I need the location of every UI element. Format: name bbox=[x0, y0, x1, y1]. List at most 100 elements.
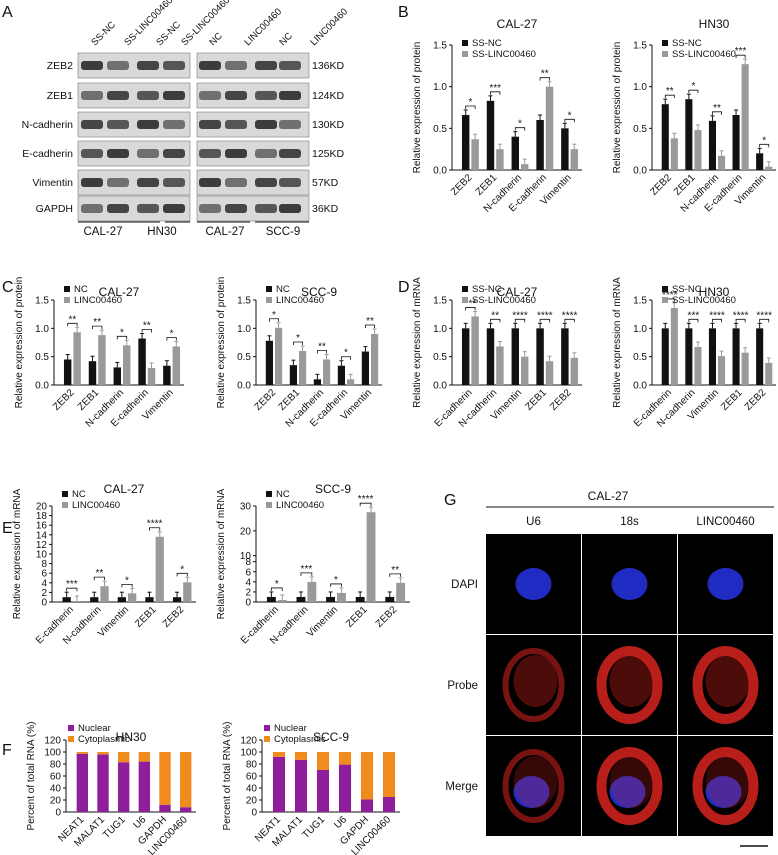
probe-signal bbox=[705, 756, 750, 808]
significance-label: *** bbox=[465, 298, 477, 309]
bar-series-2 bbox=[718, 356, 726, 385]
y-tick-label: 40 bbox=[50, 784, 62, 795]
significance-label: * bbox=[518, 119, 522, 130]
significance-bracket bbox=[735, 54, 746, 59]
bar-cytoplasmic bbox=[360, 752, 374, 800]
chart-C1: 0.0 0.5 1.0 1.5 Relative expression of prote… bbox=[14, 277, 184, 430]
chart-D2: 0.0 0.5 1.0 1.5 Relative expression of mRNA H… bbox=[612, 277, 776, 430]
bar-series-1 bbox=[756, 328, 764, 385]
panel-letter-C: C bbox=[2, 279, 14, 296]
significance-label: * bbox=[170, 328, 174, 339]
x-tick-label: ZEB2 bbox=[648, 172, 674, 198]
significance-bracket bbox=[330, 583, 342, 587]
significance-label: * bbox=[275, 579, 279, 590]
x-tick-label: ZEB2 bbox=[374, 604, 400, 630]
significance-bracket bbox=[465, 105, 476, 109]
bar-series-1 bbox=[172, 597, 182, 602]
bar-nuclear bbox=[117, 762, 130, 812]
chart-title: HN30 bbox=[699, 17, 730, 31]
y-tick-label: 1.5 bbox=[35, 296, 49, 307]
probe-signal bbox=[502, 749, 565, 823]
bar-cytoplasmic bbox=[294, 752, 308, 760]
x-tick-label: TUG1 bbox=[101, 814, 128, 841]
bar-series-1 bbox=[561, 328, 569, 385]
bar-nuclear bbox=[138, 761, 151, 812]
significance-label: *** bbox=[735, 46, 747, 57]
chart-title: HN30 bbox=[699, 285, 730, 299]
significance-label: **** bbox=[512, 310, 528, 321]
bar-series-2 bbox=[521, 164, 529, 170]
significance-label: * bbox=[272, 310, 276, 321]
bar-series-1 bbox=[117, 597, 126, 602]
y-tick-label: 20 bbox=[240, 526, 252, 537]
bar-cytoplasmic bbox=[76, 752, 89, 754]
legend-swatch bbox=[264, 736, 270, 742]
bar-series-1 bbox=[355, 596, 365, 602]
legend-label: SS-NC bbox=[672, 284, 702, 295]
significance-label: ** bbox=[391, 565, 399, 576]
bar-series-2 bbox=[670, 138, 678, 170]
x-tick-label: Vimentin bbox=[305, 604, 340, 639]
significance-bracket bbox=[759, 143, 770, 148]
bar-series-2 bbox=[694, 130, 702, 170]
significance-bracket bbox=[759, 318, 770, 323]
bar-nuclear bbox=[97, 754, 109, 812]
y-tick-label: 10 bbox=[240, 551, 252, 562]
legend-label: SS-NC bbox=[472, 38, 502, 49]
legend-swatch bbox=[266, 491, 272, 497]
y-tick-label: 120 bbox=[240, 736, 257, 747]
probe-signal bbox=[692, 646, 759, 724]
bar-nuclear bbox=[338, 764, 352, 812]
bar-series-1 bbox=[685, 99, 693, 170]
significance-label: ** bbox=[666, 86, 674, 97]
bar-series-1 bbox=[296, 596, 306, 602]
bar-nuclear bbox=[382, 797, 396, 812]
protein-band bbox=[81, 120, 103, 129]
protein-band bbox=[163, 91, 185, 100]
bar-series-1 bbox=[732, 115, 740, 170]
legend-label: LINC00460 bbox=[276, 500, 324, 511]
row-label: DAPI bbox=[451, 579, 478, 591]
bar-series-1 bbox=[163, 365, 171, 385]
protein-band bbox=[163, 204, 185, 213]
legend-swatch bbox=[64, 297, 70, 303]
significance-bracket bbox=[149, 527, 161, 531]
protein-label: N-cadherin bbox=[22, 119, 74, 131]
bar-series-2 bbox=[545, 361, 554, 385]
legend-label: SS-LINC00460 bbox=[672, 49, 736, 60]
chart-D1: 0.0 0.5 1.0 1.5 Relative expression of mRNA C… bbox=[412, 277, 582, 430]
y-axis-label: Relative expression of protein bbox=[412, 42, 423, 174]
y-tick-label: 20 bbox=[50, 796, 62, 807]
protein-band bbox=[225, 91, 247, 100]
chart-C2: 0.0 0.5 1.0 1.5 Relative expression of prote… bbox=[216, 277, 382, 430]
protein-band bbox=[225, 120, 247, 129]
y-tick-label: 8 bbox=[245, 557, 251, 568]
x-tick-label: ZEB2 bbox=[449, 172, 475, 198]
chart-title: SCC-9 bbox=[313, 730, 349, 744]
bar-series-2 bbox=[496, 149, 504, 170]
y-tick-label: 0.5 bbox=[433, 352, 447, 363]
y-tick-label: 0.5 bbox=[237, 352, 251, 363]
lane-label: SS-NC bbox=[89, 19, 118, 48]
legend-label: NC bbox=[72, 489, 86, 500]
size-label: 130KD bbox=[312, 119, 345, 131]
probe-signal bbox=[596, 747, 663, 825]
legend-label: NC bbox=[276, 284, 290, 295]
column-label: LINC00460 bbox=[696, 516, 754, 528]
probe-signal bbox=[502, 648, 565, 722]
column-label: U6 bbox=[526, 516, 541, 528]
bar-nuclear bbox=[316, 770, 330, 812]
bar-series-1 bbox=[511, 328, 519, 385]
y-tick-label: 4 bbox=[245, 577, 251, 588]
protein-band bbox=[279, 204, 301, 213]
y-tick-label: 18 bbox=[36, 511, 48, 522]
y-axis-label: Relative expression of protein bbox=[612, 42, 623, 174]
bar-series-1 bbox=[289, 365, 297, 385]
bar-series-2 bbox=[73, 332, 81, 385]
y-tick-label: 14 bbox=[36, 530, 48, 541]
protein-band bbox=[81, 204, 103, 213]
bar-series-2 bbox=[521, 356, 529, 385]
chart-title: CAL-27 bbox=[497, 285, 538, 299]
bar-series-1 bbox=[62, 597, 71, 602]
significance-label: * bbox=[125, 575, 129, 586]
